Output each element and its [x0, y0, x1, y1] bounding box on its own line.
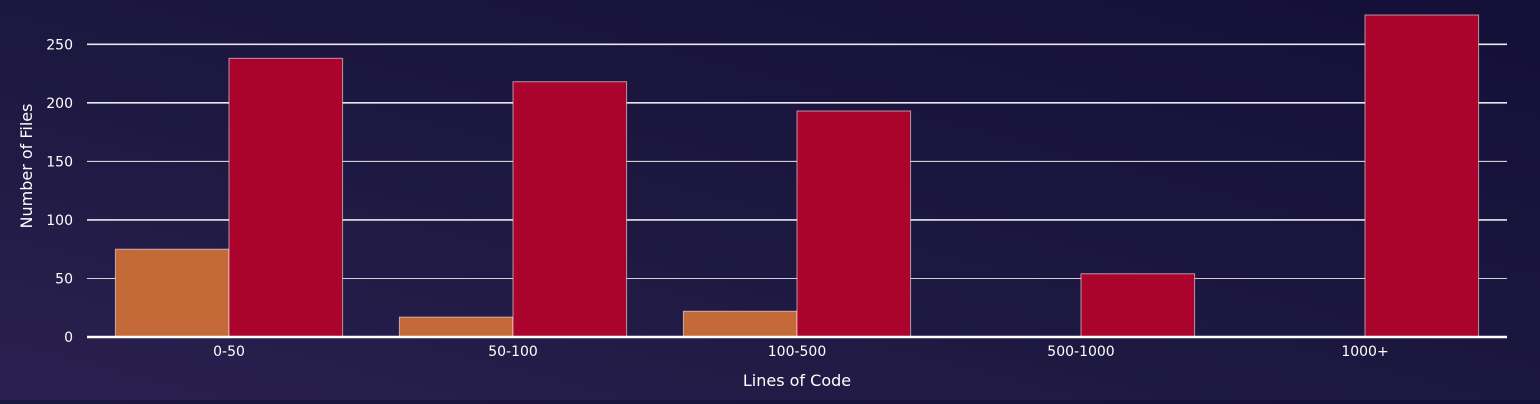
axes: 0 50 100 150 200 250 0-50 50-100 100-500 500-1000…: [46, 37, 1507, 360]
bar-series1-100-500: [682, 310, 798, 338]
y-tick-label: 50: [55, 271, 73, 287]
y-tick-label: 200: [46, 96, 73, 112]
bar-series1-50-100: [398, 316, 514, 338]
x-axis-title: Lines of Code: [743, 371, 851, 390]
bar-series2-100-500: [796, 110, 912, 338]
y-tick-label: 150: [46, 154, 73, 170]
x-tick-label: 500-1000: [1047, 344, 1114, 360]
bars: [114, 14, 1480, 338]
y-tick-label: 100: [46, 213, 73, 229]
x-tick-label: 50-100: [488, 344, 538, 360]
bar-series1-0-50: [114, 248, 230, 338]
y-axis-title: Number of Files: [17, 104, 36, 229]
bar-series2-0-50: [228, 57, 344, 338]
y-tick-label: 0: [64, 330, 73, 346]
x-tick-label: 0-50: [213, 344, 245, 360]
x-tick-label: 1000+: [1341, 344, 1388, 360]
y-tick-label: 250: [46, 37, 73, 53]
x-tick-label: 100-500: [768, 344, 827, 360]
bar-series2-50-100: [512, 81, 628, 338]
bar-series2-1000+: [1364, 14, 1480, 338]
bar-series2-500-1000: [1080, 273, 1196, 338]
